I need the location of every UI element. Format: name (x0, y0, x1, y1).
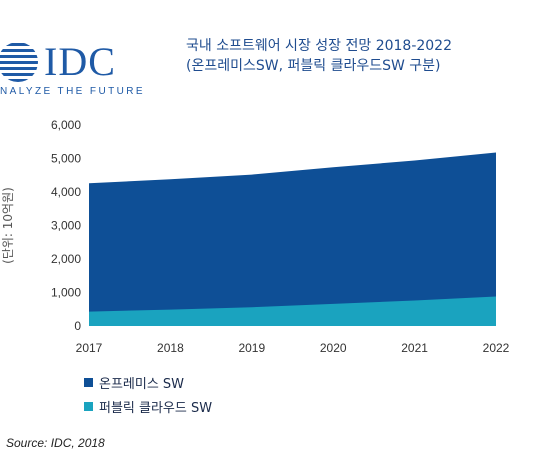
chart-title-block: 국내 소프트웨어 시장 성장 전망 2018-2022 (온프레미스SW, 퍼블… (186, 36, 452, 76)
x-tick-label: 2022 (483, 341, 510, 355)
x-tick-label: 2020 (320, 341, 347, 355)
legend-item-public-cloud: 퍼블릭 클라우드 SW (84, 394, 212, 418)
area-chart: (단위: 10억원) 0 1,000 2,000 3,000 4,000 5,000 6,0… (1, 118, 510, 355)
legend-swatch-onpremise (84, 377, 93, 387)
y-axis-ticks: 0 1,000 2,000 3,000 4,000 5,000 6,000 (51, 118, 81, 333)
area-series-group (89, 152, 496, 326)
y-tick-label: 1,000 (51, 286, 81, 300)
y-axis-label: (단위: 10억원) (1, 187, 15, 264)
source-note: Source: IDC, 2018 (6, 436, 105, 450)
chart-title: 국내 소프트웨어 시장 성장 전망 2018-2022 (186, 38, 452, 54)
x-tick-label: 2021 (401, 341, 428, 355)
y-tick-label: 4,000 (51, 185, 81, 199)
x-tick-label: 2017 (76, 341, 103, 355)
chart-subtitle: (온프레미스SW, 퍼블릭 클라우드SW 구분) (186, 58, 441, 74)
legend-swatch-public-cloud (84, 401, 93, 411)
legend-label-onpremise: 온프레미스 SW (99, 376, 185, 392)
y-tick-label: 2,000 (51, 252, 81, 266)
y-tick-label: 0 (74, 319, 81, 333)
x-axis-ticks: 2017 2018 2019 2020 2021 2022 (76, 341, 510, 355)
area-series-onpremise (89, 152, 496, 326)
x-tick-label: 2018 (157, 341, 184, 355)
legend: 온프레미스 SW 퍼블릭 클라우드 SW (84, 370, 212, 418)
y-axis-label-text: (단위: 10억원) (1, 187, 15, 264)
globe-icon (0, 42, 38, 82)
y-tick-label: 6,000 (51, 118, 81, 132)
logo-wordmark: IDC (44, 39, 116, 84)
y-tick-label: 3,000 (51, 219, 81, 233)
area-series-public-cloud (89, 296, 496, 326)
legend-label-public-cloud: 퍼블릭 클라우드 SW (99, 400, 213, 416)
legend-item-onpremise: 온프레미스 SW (84, 370, 212, 394)
y-tick-label: 5,000 (51, 152, 81, 166)
x-tick-label: 2019 (238, 341, 265, 355)
idc-logo: IDC NALYZE THE FUTURE (0, 22, 142, 97)
logo-tagline: NALYZE THE FUTURE (0, 86, 145, 97)
